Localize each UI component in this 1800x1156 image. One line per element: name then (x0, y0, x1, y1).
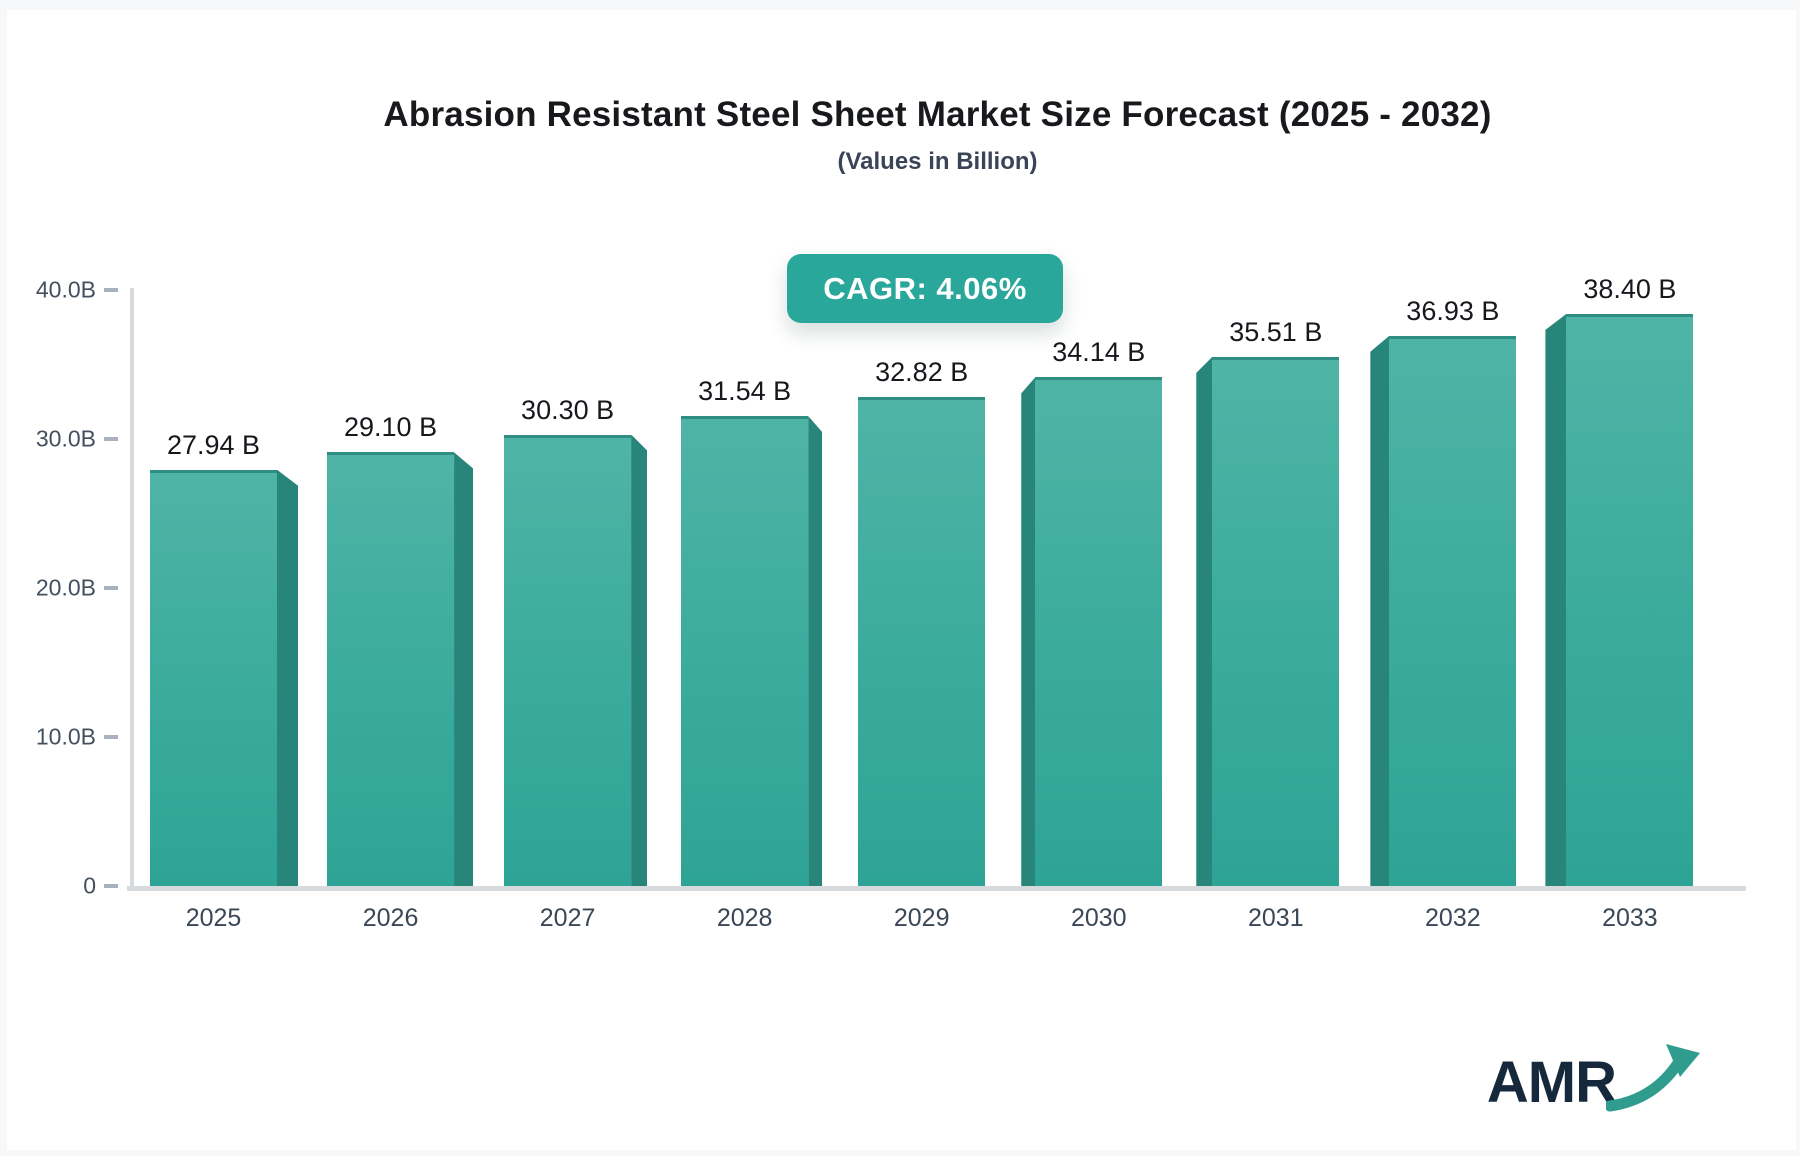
cagr-badge-label: CAGR: 4.06% (823, 270, 1027, 306)
chart-title: Abrasion Resistant Steel Sheet Market Si… (383, 95, 1492, 134)
y-axis-tick-mark (104, 735, 118, 739)
y-axis-tick-mark (104, 288, 118, 292)
chart-subtitle: (Values in Billion) (837, 148, 1038, 175)
bar-value-label: 35.51 B (1229, 316, 1323, 347)
bar-side-2026 (454, 452, 474, 886)
y-axis-tick-label: 40.0B (35, 276, 96, 303)
x-axis-line (127, 886, 1746, 891)
y-axis-tick-label: 0 (83, 872, 96, 899)
bar-value-label: 27.94 B (166, 429, 261, 460)
x-axis-label: 2030 (1070, 904, 1127, 932)
y-axis-line (130, 288, 134, 886)
bar-2033 (1566, 313, 1694, 886)
bar-value-label: 38.40 B (1583, 273, 1677, 304)
y-axis-tick-mark (104, 884, 118, 888)
bar-2032 (1389, 335, 1517, 886)
bar-2029 (858, 396, 986, 886)
x-axis-label: 2025 (185, 904, 242, 932)
x-axis-label: 2026 (362, 904, 419, 932)
bar-side-2027 (631, 434, 648, 886)
y-axis-tick-label: 10.0B (35, 723, 96, 750)
bar-side-2025 (277, 469, 298, 886)
bar-2031 (1212, 356, 1340, 886)
amr-logo: AMR (1486, 1044, 1702, 1116)
bar-2028 (681, 416, 809, 886)
bar-side-2032 (1370, 335, 1390, 886)
x-axis-label: 2032 (1425, 904, 1481, 932)
bar-side-2033 (1545, 313, 1567, 886)
trend-up-arrow-icon (1606, 1044, 1700, 1112)
bar-2030 (1035, 377, 1163, 886)
amr-logo-text: AMR (1486, 1050, 1617, 1115)
bar-value-label: 34.14 B (1052, 337, 1146, 368)
bar-side-2030 (1021, 377, 1036, 886)
bar-value-label: 29.10 B (344, 412, 438, 443)
x-axis-label: 2029 (893, 904, 950, 932)
bar-side-2031 (1196, 356, 1213, 886)
x-axis-label: 2028 (716, 904, 773, 932)
y-axis-tick-mark (104, 586, 118, 590)
y-axis-tick-label: 20.0B (35, 574, 96, 601)
bar-2027 (504, 434, 632, 886)
x-axis-label: 2027 (539, 904, 596, 932)
y-axis-tick-label: 30.0B (35, 425, 96, 452)
bar-2026 (327, 452, 455, 886)
bar-side-2028 (808, 416, 823, 886)
bar-value-label: 31.54 B (698, 376, 792, 407)
bar-value-label: 30.30 B (521, 394, 615, 425)
bar-value-label: 32.82 B (875, 356, 969, 387)
y-axis-tick-mark (104, 437, 118, 441)
bar-2025 (150, 469, 277, 886)
x-axis-label: 2031 (1247, 904, 1304, 932)
cagr-badge: CAGR: 4.06% (787, 254, 1063, 323)
x-axis-label: 2033 (1602, 904, 1658, 932)
bar-value-label: 36.93 B (1406, 295, 1500, 326)
